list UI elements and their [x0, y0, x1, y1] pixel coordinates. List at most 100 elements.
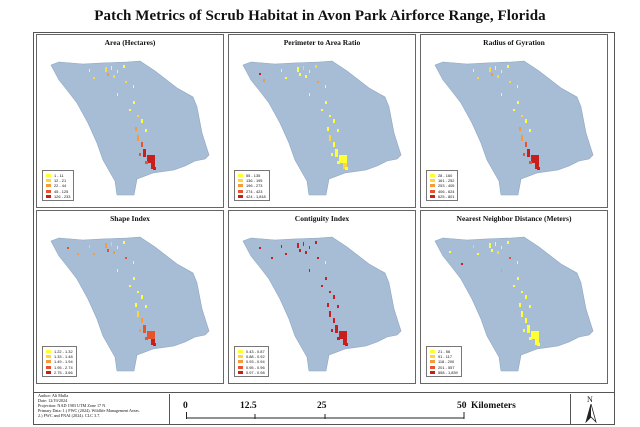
scale-bar — [186, 412, 465, 419]
scrub-patch — [153, 167, 156, 170]
scrub-patch — [145, 129, 147, 132]
data-source-line-1: Primary Data: 1.) FWC (2024). Wildlife M… — [38, 407, 140, 413]
scrub-patch — [145, 161, 148, 164]
scrub-patch — [339, 155, 347, 163]
panel-title: Contiguity Index — [294, 214, 350, 223]
legend-item: 1.33 - 1.48 — [46, 354, 73, 359]
legend-label: 201 - 557 — [438, 364, 455, 370]
scrub-patch — [315, 65, 317, 68]
legend: 1.22 - 1.32 1.33 - 1.48 1.49 - 1.94 1.95 - … — [42, 345, 77, 377]
scrub-patch — [535, 339, 539, 345]
scrub-patch — [531, 331, 539, 339]
range-boundary — [50, 236, 210, 372]
scrub-patch — [299, 73, 301, 76]
legend-swatch — [238, 350, 243, 354]
scrub-patch — [137, 135, 139, 141]
scrub-patch — [345, 343, 348, 346]
scrub-patch — [519, 303, 521, 307]
scrub-patch — [517, 85, 518, 88]
range-boundary — [434, 60, 594, 196]
scrub-patch — [335, 149, 338, 157]
range-map — [50, 60, 210, 196]
scrub-patch — [263, 79, 265, 82]
scrub-patch — [537, 167, 540, 170]
scrub-patch — [489, 67, 491, 72]
scrub-patch — [141, 142, 143, 147]
layout-frame — [33, 32, 615, 425]
scrub-patch — [509, 257, 511, 259]
scrub-patch — [89, 245, 90, 248]
scrub-patch — [495, 242, 496, 246]
scrub-patch — [525, 142, 527, 147]
scrub-patch — [497, 251, 499, 254]
legend-swatch — [46, 194, 51, 198]
panel-title: Perimeter to Area Ratio — [283, 38, 361, 47]
legend-label: 12 - 21 — [54, 178, 67, 184]
scrub-patch — [521, 311, 523, 317]
legend-swatch — [238, 189, 243, 193]
north-arrow: N — [570, 394, 610, 424]
scrub-patch — [521, 115, 523, 117]
legend-item: 126 - 233 — [46, 194, 70, 199]
scrub-patch — [117, 70, 118, 73]
scrub-patch — [303, 66, 304, 70]
legend-label: 558 - 1,839 — [438, 369, 458, 375]
scrub-patch — [305, 75, 307, 78]
legend: 21 - 56 91 - 117 118 - 200 201 - 557 558 - 1… — [426, 345, 462, 377]
author-line: Author: Ali Mulla — [38, 393, 69, 398]
legend-label: 0.97 - 0.98 — [246, 369, 265, 375]
legend-label: 0.88 - 0.92 — [246, 354, 265, 360]
scrub-patch — [129, 109, 131, 111]
scrub-patch — [337, 129, 339, 132]
legend-label: 21 - 56 — [438, 348, 451, 354]
legend: 0.43 - 0.87 0.88 - 0.92 0.93 - 0.94 0.95 - … — [234, 345, 269, 377]
scrub-patch — [477, 77, 479, 79]
range-boundary — [434, 236, 594, 372]
panel-title: Shape Index — [110, 214, 150, 223]
legend-label: 196 - 273 — [246, 183, 263, 189]
scrub-patch — [331, 329, 333, 332]
scrub-patch — [507, 65, 509, 68]
legend-label: 91 - 117 — [438, 354, 452, 360]
scrub-patch — [525, 295, 527, 299]
scrub-patch — [529, 129, 531, 132]
scrub-patch — [473, 69, 474, 72]
legend-item: 558 - 1,839 — [430, 370, 458, 375]
scrub-patch — [141, 295, 143, 299]
scrub-patch — [529, 305, 531, 308]
legend: 55 - 135 136 - 195 196 - 273 274 - 423 424 -… — [234, 169, 270, 201]
scrub-patch — [285, 77, 287, 79]
legend-item: 118 - 200 — [430, 359, 458, 364]
scale-unit: Kilometers — [471, 401, 516, 411]
legend-swatch — [238, 184, 243, 188]
scrub-patch — [117, 246, 118, 249]
scrub-patch — [315, 241, 317, 244]
legend-swatch — [238, 360, 243, 364]
scrub-patch — [139, 329, 141, 332]
data-source-line-2: 2.) FWC and FNAI (2024). CLC 3.7. — [38, 412, 101, 418]
scrub-patch — [137, 311, 139, 317]
legend-item: 21 - 56 — [430, 349, 458, 354]
legend-item: 91 - 117 — [430, 354, 458, 359]
legend-label: 28 - 160 — [438, 172, 453, 178]
scrub-patch — [509, 81, 511, 83]
scrub-patch — [77, 253, 79, 255]
legend-item: 22 - 44 — [46, 183, 70, 188]
scrub-patch — [317, 257, 319, 259]
scrub-patch — [325, 277, 327, 280]
scrub-patch — [531, 155, 539, 163]
legend-item: 1.95 - 2.74 — [46, 365, 73, 370]
scrub-patch — [501, 246, 502, 249]
legend-label: 22 - 44 — [54, 183, 67, 189]
legend-swatch — [46, 184, 51, 188]
scrub-patch — [329, 135, 331, 141]
scrub-patch — [521, 291, 523, 293]
scrub-patch — [309, 93, 310, 96]
scrub-patch — [327, 127, 329, 131]
scrub-patch — [519, 127, 521, 131]
scrub-patch — [529, 337, 532, 340]
legend-item: 28 - 160 — [430, 173, 454, 178]
scrub-patch — [117, 93, 118, 96]
scrub-patch — [151, 163, 155, 169]
date-line: Date: 12/19/2024 — [38, 397, 68, 403]
